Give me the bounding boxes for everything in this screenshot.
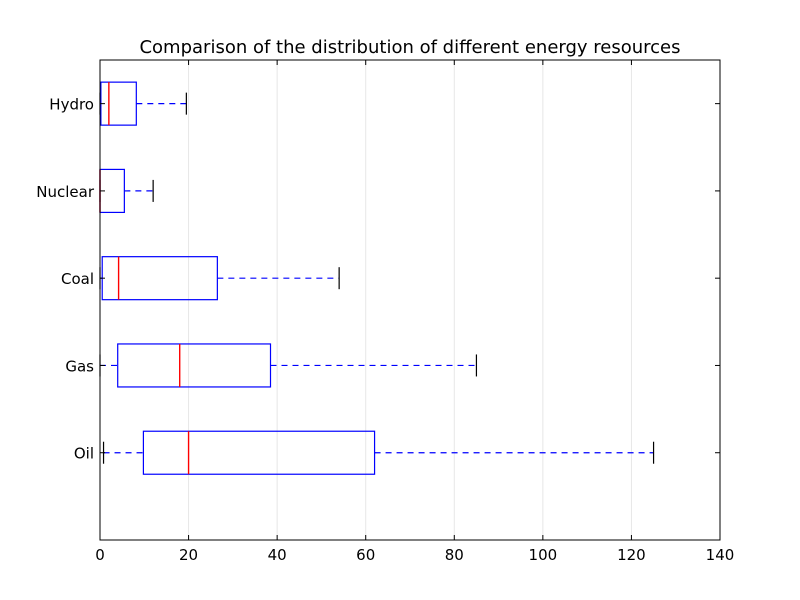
chart-title: Comparison of the distribution of differ… bbox=[139, 37, 680, 58]
x-tick-label: 140 bbox=[706, 546, 735, 564]
y-tick-label: Coal bbox=[61, 270, 94, 288]
x-tick-label: 20 bbox=[179, 546, 198, 564]
y-tick-label: Nuclear bbox=[36, 183, 95, 201]
x-tick-label: 120 bbox=[617, 546, 646, 564]
box-gas bbox=[117, 343, 272, 388]
axis-ticks bbox=[99, 60, 721, 540]
plot-area-frame bbox=[99, 59, 721, 541]
y-axis-tick-labels: Oil Gas Coal Nuclear Hydro bbox=[36, 96, 95, 463]
box-oil bbox=[142, 430, 376, 475]
x-tick-label: 60 bbox=[356, 546, 375, 564]
x-tick-label: 100 bbox=[529, 546, 558, 564]
y-tick-label: Oil bbox=[74, 445, 94, 463]
x-tick-label: 80 bbox=[445, 546, 464, 564]
x-tick-label: 0 bbox=[95, 546, 105, 564]
grid-lines bbox=[188, 60, 632, 540]
x-tick-label: 40 bbox=[268, 546, 287, 564]
box-hydro bbox=[100, 81, 137, 126]
box-series bbox=[99, 81, 655, 475]
y-tick-label: Hydro bbox=[49, 96, 94, 114]
y-tick-label: Gas bbox=[65, 357, 94, 375]
box-coal bbox=[101, 256, 218, 301]
x-axis-tick-labels: 0 20 40 60 80 100 120 140 bbox=[95, 546, 734, 564]
